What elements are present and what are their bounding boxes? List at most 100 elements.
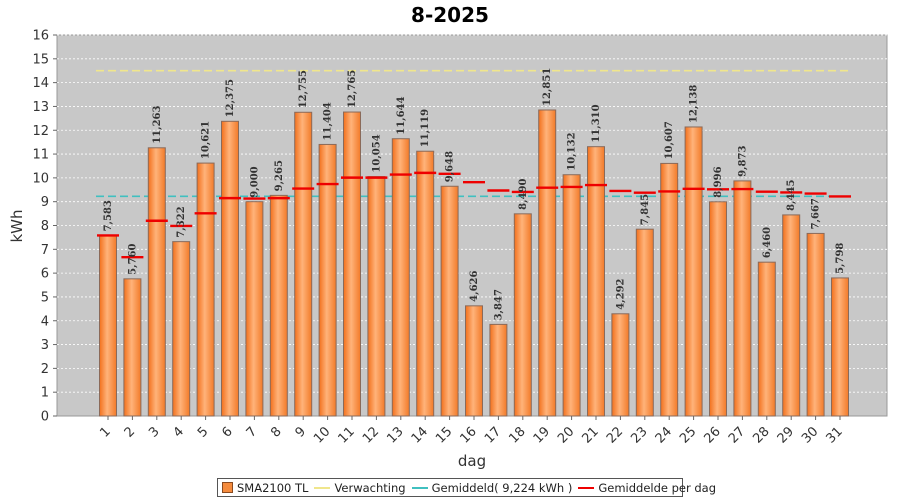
bar (269, 194, 288, 417)
bar (196, 162, 215, 417)
bar (343, 111, 361, 417)
bars (99, 109, 849, 417)
x-tick-label: 8 (268, 424, 284, 440)
data-label: 7,322 (176, 206, 187, 237)
legend: SMA2100 TL Verwachting Gemiddeld( 9,224 … (217, 478, 716, 497)
x-tick-label: 18 (506, 424, 528, 446)
bar (782, 214, 801, 417)
bar (684, 126, 703, 417)
data-label: 10,607 (664, 121, 675, 159)
data-label: 9,265 (274, 160, 285, 191)
bar (367, 176, 386, 417)
bar (806, 232, 825, 417)
y-tick-label: 10 (32, 171, 49, 186)
x-tick-label: 28 (750, 424, 772, 446)
bar (172, 241, 191, 417)
x-tick-label: 26 (702, 424, 724, 446)
data-label: 3,847 (493, 289, 504, 320)
x-tick-label: 7 (244, 424, 260, 440)
data-label: 10,054 (371, 134, 382, 172)
data-label: 8,996 (713, 166, 724, 197)
data-label: 12,375 (225, 79, 236, 117)
data-label: 11,263 (152, 105, 163, 143)
x-tick-label: 20 (555, 424, 577, 446)
data-label: 9,000 (249, 166, 260, 197)
y-tick-label: 3 (41, 338, 49, 353)
data-label: 10,621 (201, 121, 212, 159)
y-tick-label: 15 (32, 52, 49, 67)
x-axis-label: dag (458, 452, 486, 470)
y-tick-label: 13 (32, 100, 49, 115)
data-label: 12,765 (347, 70, 358, 108)
data-label: 12,755 (298, 70, 309, 108)
bar (513, 213, 532, 417)
y-tick-label: 6 (41, 267, 49, 282)
data-label: 5,798 (835, 243, 846, 274)
data-label: 6,460 (762, 227, 773, 258)
x-tick-label: 21 (580, 424, 602, 446)
data-label: 5,760 (127, 243, 138, 274)
y-tick-label: 16 (32, 29, 49, 44)
data-label: 11,644 (396, 96, 407, 134)
x-axis-ticks: 1 2 3 4 5 6 7 8 9 10 11 12 13 14 15 16 17 18 19 20 21 22 23 24 2… (97, 416, 846, 447)
x-tick-label: 23 (628, 424, 650, 446)
x-tick-label: 4 (171, 424, 187, 440)
data-label: 7,583 (103, 200, 114, 231)
y-tick-label: 0 (41, 410, 49, 425)
legend-label-bars: SMA2100 TL (237, 480, 309, 495)
chart-title: 8-2025 (411, 3, 489, 27)
y-tick-label: 1 (41, 386, 49, 401)
x-tick-label: 24 (653, 424, 675, 446)
bar (538, 109, 557, 417)
bar (733, 180, 752, 417)
bar (587, 146, 605, 417)
x-tick-label: 31 (824, 424, 846, 446)
x-tick-label: 19 (531, 424, 553, 446)
y-tick-label: 9 (41, 195, 49, 210)
data-label: 11,119 (420, 109, 431, 147)
x-tick-label: 10 (311, 424, 333, 446)
data-label: 4,626 (469, 270, 480, 301)
x-tick-label: 27 (726, 424, 748, 446)
bar (294, 111, 313, 417)
y-tick-label: 11 (32, 148, 49, 163)
data-label: 4,292 (615, 278, 626, 309)
y-tick-label: 5 (41, 290, 49, 305)
legend-label-daily-average: Gemiddelde per dag (598, 480, 717, 495)
bar (757, 261, 776, 417)
legend-item-bars: SMA2100 TL (222, 481, 308, 495)
data-label: 9,873 (737, 146, 748, 177)
bar (440, 185, 459, 417)
x-tick-label: 22 (604, 424, 626, 446)
x-tick-label: 1 (97, 424, 113, 440)
x-tick-label: 6 (219, 424, 235, 440)
bar (391, 138, 410, 417)
bar (465, 305, 483, 417)
y-tick-label: 7 (41, 243, 49, 258)
x-tick-label: 11 (336, 424, 358, 446)
bar (416, 150, 435, 417)
data-label: 7,845 (640, 194, 651, 225)
legend-label-average: Gemiddeld( 9,224 kWh ) (431, 480, 573, 495)
legend-item-average: Gemiddeld( 9,224 kWh ) (411, 480, 573, 495)
data-label: 9,648 (445, 151, 456, 182)
y-axis-label: kWh (8, 209, 26, 242)
y-tick-label: 8 (41, 219, 49, 234)
x-tick-label: 5 (195, 424, 211, 440)
data-label: 10,132 (567, 132, 578, 170)
bar (221, 120, 239, 417)
legend-swatch-bars (222, 482, 233, 493)
average-markers (97, 171, 851, 259)
legend-swatch-average (411, 486, 428, 489)
bar (245, 201, 264, 417)
y-tick-label: 4 (41, 314, 49, 329)
x-tick-label: 3 (146, 424, 162, 440)
x-tick-label: 14 (409, 424, 431, 446)
legend-item-daily-average: Gemiddelde per dag (578, 481, 716, 495)
bar (489, 323, 508, 417)
bar (660, 162, 679, 417)
x-tick-label: 12 (360, 424, 382, 446)
data-label: 8,490 (518, 178, 529, 209)
x-tick-label: 30 (799, 424, 821, 446)
x-tick-label: 15 (433, 424, 455, 446)
